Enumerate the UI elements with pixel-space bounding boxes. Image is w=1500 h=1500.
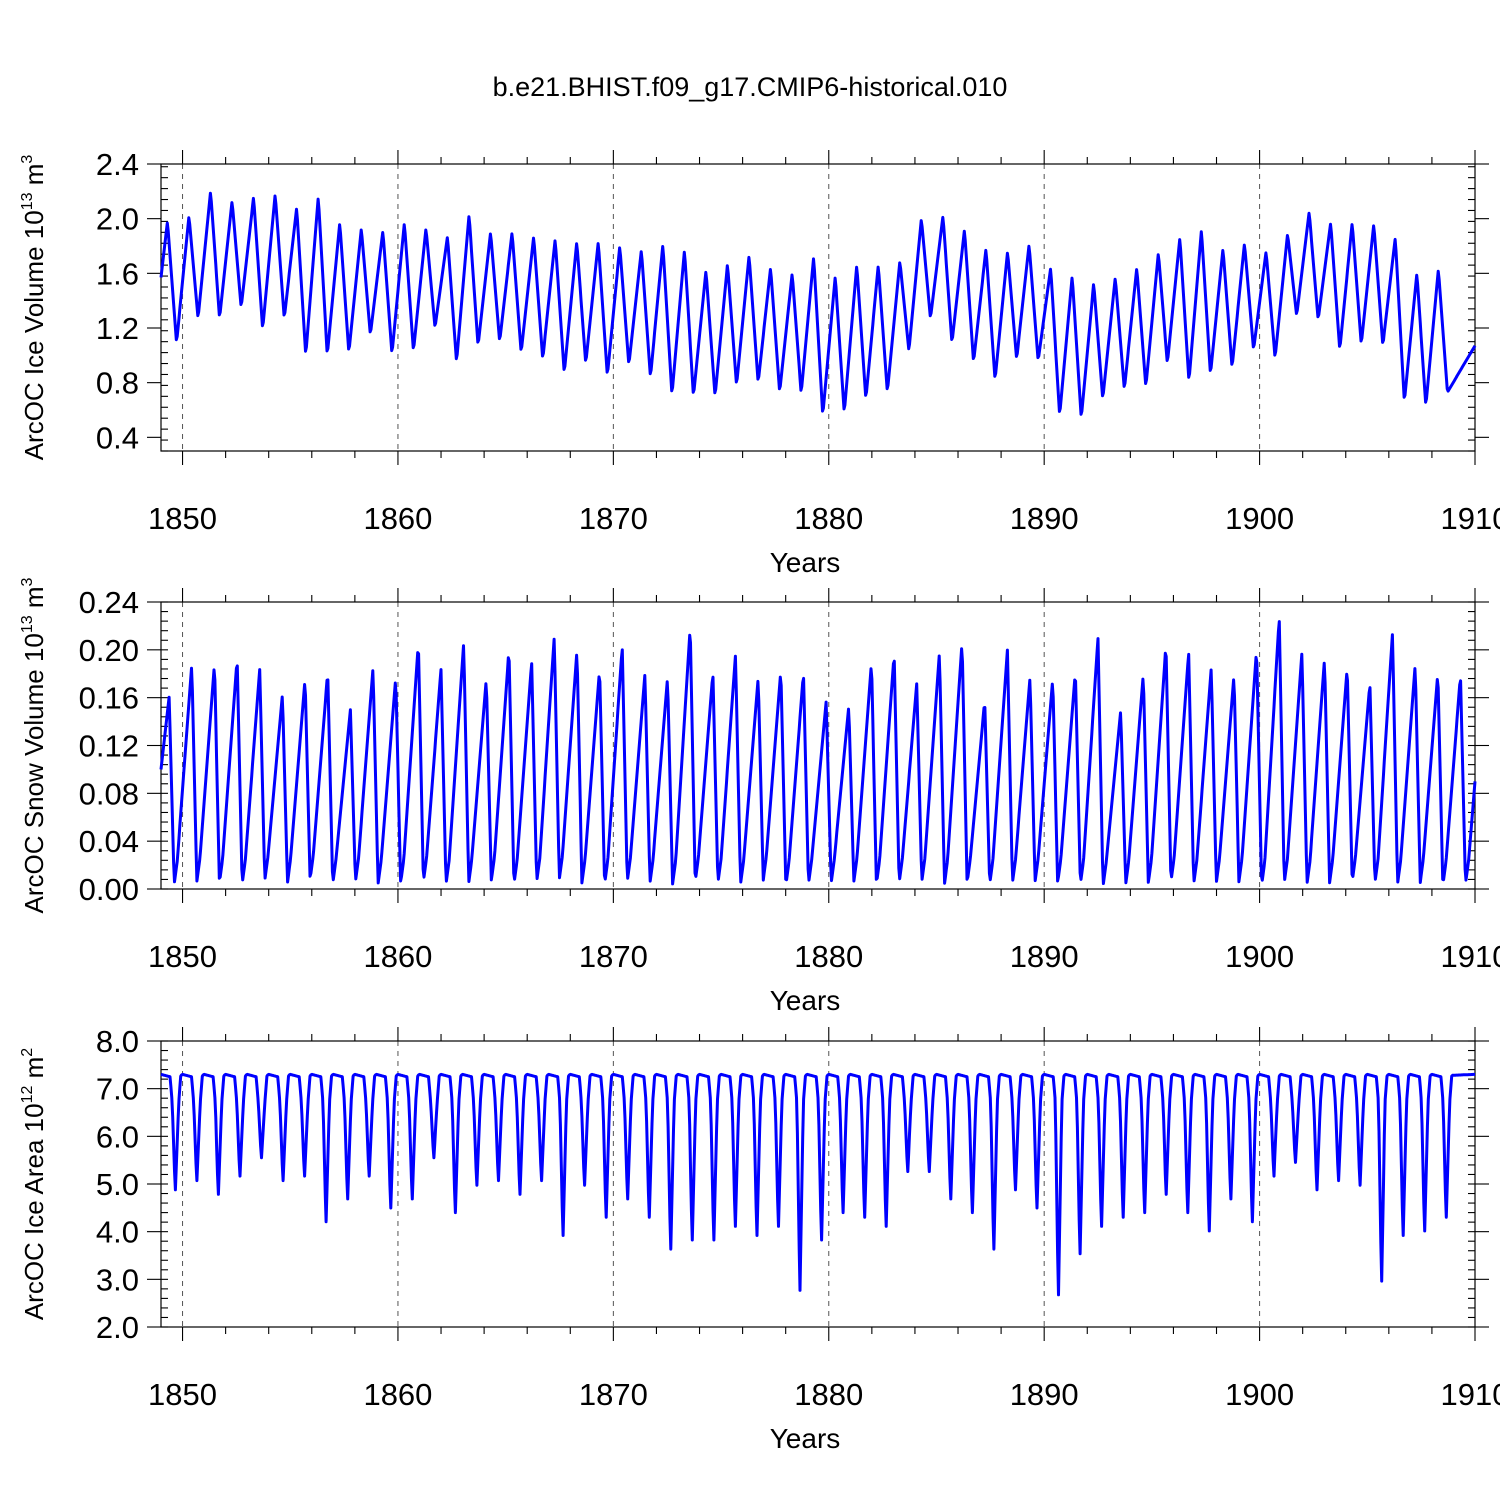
y-tick-label: 2.0 [96,202,139,237]
x-tick-label: 1890 [1010,501,1079,536]
x-tick-label: 1870 [579,1377,648,1412]
x-tick-label: 1860 [363,501,432,536]
chart-title: b.e21.BHIST.f09_g17.CMIP6-historical.010 [493,72,1008,102]
y-tick-label: 0.00 [79,872,139,907]
x-tick-label: 1870 [579,501,648,536]
y-tick-label: 0.20 [79,633,139,668]
y-tick-label: 1.6 [96,256,139,291]
x-tick-label: 1880 [794,1377,863,1412]
y-axis-label: ArcOC Snow Volume 1013 m3 [19,577,49,913]
y-tick-label: 7.0 [96,1072,139,1107]
x-axis-label: Years [770,547,841,578]
x-tick-label: 1860 [363,1377,432,1412]
y-tick-label: 1.2 [96,311,139,346]
x-axis-label: Years [770,1423,841,1454]
y-tick-label: 0.4 [96,420,139,455]
x-tick-label: 1880 [794,501,863,536]
x-tick-label: 1890 [1010,939,1079,974]
y-tick-label: 4.0 [96,1215,139,1250]
y-tick-label: 0.8 [96,366,139,401]
x-tick-label: 1860 [363,939,432,974]
x-tick-label: 1890 [1010,1377,1079,1412]
y-axis-label: ArcOC Ice Volume 1013 m3 [19,155,49,461]
x-tick-label: 1850 [148,939,217,974]
series-line-snow_volume [159,620,1477,886]
series-line-ice_area [160,1072,1476,1297]
y-tick-label: 0.16 [79,681,139,716]
y-tick-label: 0.24 [79,585,139,620]
plot-frame [160,163,1476,452]
x-tick-label: 1900 [1225,1377,1294,1412]
y-tick-label: 5.0 [96,1167,139,1202]
y-tick-label: 0.12 [79,729,139,764]
x-tick-label: 1850 [148,501,217,536]
x-tick-label: 1870 [579,939,648,974]
x-tick-label: 1900 [1225,501,1294,536]
y-tick-label: 0.04 [79,824,139,859]
x-axis-label: Years [770,985,841,1016]
y-tick-label: 6.0 [96,1119,139,1154]
x-tick-label: 1850 [148,1377,217,1412]
y-axis-label: ArcOC Ice Area 1012 m2 [19,1048,49,1320]
y-tick-label: 8.0 [96,1024,139,1059]
y-tick-label: 0.08 [79,776,139,811]
series-line-ice_volume [159,191,1477,416]
x-tick-label: 1900 [1225,939,1294,974]
y-tick-label: 2.4 [96,147,139,182]
y-tick-label: 3.0 [96,1262,139,1297]
x-tick-label: 1880 [794,939,863,974]
y-tick-label: 2.0 [96,1310,139,1345]
